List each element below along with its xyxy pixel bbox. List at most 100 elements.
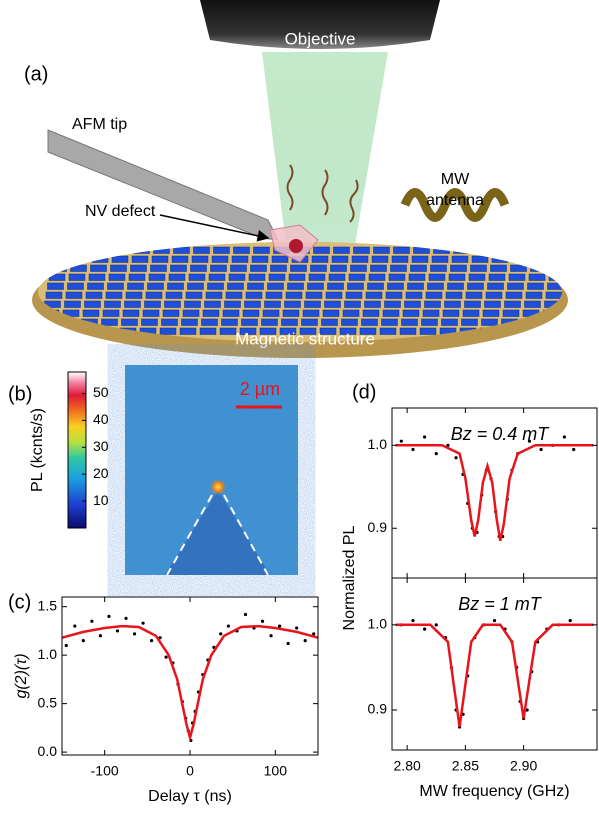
magnet	[339, 327, 357, 335]
magnet	[151, 255, 169, 263]
magnet	[145, 291, 163, 299]
label: Magnetic structure	[235, 329, 375, 348]
data-point	[434, 452, 438, 456]
magnet	[107, 282, 124, 290]
photons	[286, 164, 359, 223]
magnet	[73, 246, 90, 254]
magnet	[470, 264, 487, 272]
magnet	[324, 300, 341, 308]
magnet	[130, 264, 147, 272]
magnet	[391, 255, 409, 263]
y-tick-label: 0.9	[368, 701, 388, 717]
magnet	[511, 255, 529, 263]
axes-frame	[391, 577, 598, 751]
magnet	[85, 291, 103, 299]
magnet	[279, 327, 297, 335]
magnet	[304, 300, 321, 308]
magnet	[319, 327, 337, 335]
magnet	[364, 300, 381, 308]
magnet	[528, 273, 546, 281]
data-point	[562, 435, 566, 439]
magnet	[525, 291, 543, 299]
data-point	[454, 456, 458, 460]
magnet	[87, 282, 104, 290]
magnet	[39, 327, 57, 335]
data-point	[98, 634, 102, 638]
magnet	[208, 273, 226, 281]
magnet	[342, 309, 360, 317]
magnet	[467, 282, 484, 290]
magnet	[219, 327, 237, 335]
magnet	[331, 255, 349, 263]
magnet	[251, 255, 269, 263]
magnet	[527, 282, 544, 290]
magnet	[248, 273, 266, 281]
magnet	[388, 273, 406, 281]
magnet	[127, 282, 144, 290]
magnet	[70, 264, 87, 272]
magnet	[128, 273, 146, 281]
magnet	[462, 309, 480, 317]
fit-curve	[395, 444, 594, 541]
magnet	[101, 318, 118, 326]
magnet	[185, 291, 203, 299]
magnet	[201, 318, 218, 326]
magnet	[411, 255, 429, 263]
magnet	[350, 264, 367, 272]
x-tick-label: 2.85	[452, 758, 479, 774]
magnet	[224, 300, 241, 308]
magnet	[421, 318, 438, 326]
magnet	[282, 309, 300, 317]
magnet	[168, 273, 186, 281]
pl-image-noise	[125, 365, 298, 575]
magnet	[227, 282, 244, 290]
magnet	[524, 300, 541, 308]
magnet	[167, 282, 184, 290]
magnet	[211, 255, 229, 263]
data-point	[527, 439, 532, 443]
magnet	[379, 327, 397, 335]
magnet	[353, 246, 370, 254]
magnet	[407, 282, 424, 290]
magnet	[505, 291, 523, 299]
magnet	[328, 273, 346, 281]
magnet	[187, 282, 204, 290]
magnet	[284, 300, 301, 308]
magnet	[147, 282, 164, 290]
y-tick-label: 1.5	[38, 597, 58, 613]
magnet	[228, 273, 246, 281]
magnet	[91, 255, 109, 263]
magnet	[502, 309, 520, 317]
data-point	[243, 612, 248, 617]
plot-area	[62, 612, 318, 743]
y-tick-label: 1.0	[368, 436, 388, 452]
magnet	[464, 300, 481, 308]
magnet	[547, 282, 562, 290]
magnet	[233, 246, 250, 254]
magnet	[125, 291, 143, 299]
magnet	[468, 273, 486, 281]
magnet	[190, 264, 207, 272]
magnet	[327, 282, 344, 290]
magnet	[550, 264, 562, 272]
magnet	[245, 291, 263, 299]
magnet	[111, 255, 129, 263]
magnet	[164, 300, 181, 308]
magnet	[71, 255, 89, 263]
magnet	[202, 309, 220, 317]
magnet	[419, 327, 437, 335]
magnet	[221, 318, 238, 326]
magnet	[290, 264, 307, 272]
magnet	[88, 273, 106, 281]
x-tick-label: 2.90	[510, 758, 537, 774]
magnet	[121, 318, 138, 326]
magnet	[445, 291, 463, 299]
magnet	[433, 246, 450, 254]
magnet	[341, 318, 358, 326]
magnet	[425, 291, 443, 299]
magnet	[93, 246, 110, 254]
data-point	[81, 639, 85, 643]
magnet	[64, 300, 81, 308]
magnet	[451, 255, 469, 263]
